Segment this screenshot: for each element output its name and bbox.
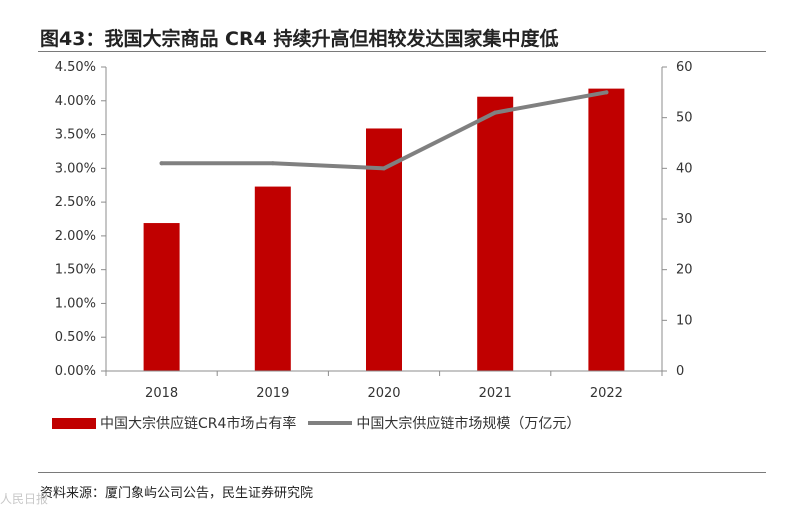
- x-tick-label: 2018: [145, 386, 178, 401]
- bar-2018: [143, 223, 180, 371]
- combo-chart: 0.00% 0.50% 1.00% 1.50% 2.00% 2.50% 3.00% 3.50%…: [55, 60, 693, 401]
- left-tick-label: 0.00%: [55, 364, 96, 379]
- line-point-2019: [270, 161, 275, 166]
- line-point-2022: [604, 90, 609, 95]
- bar-2020: [366, 128, 402, 371]
- right-tick-label: 30: [676, 212, 693, 227]
- line-series: [159, 90, 609, 171]
- left-tick-label: 2.50%: [55, 195, 96, 210]
- left-tick-label: 3.00%: [55, 161, 96, 176]
- title-divider: [38, 51, 766, 52]
- line-point-2018: [159, 161, 164, 166]
- line-point-2021: [493, 110, 498, 115]
- source-note: 资料来源：厦门象屿公司公告，民生证券研究院: [40, 486, 314, 501]
- legend-line-swatch: [308, 421, 353, 425]
- line-point-2020: [382, 166, 386, 171]
- left-tick-label: 4.50%: [55, 60, 96, 75]
- x-tick-label: 2020: [367, 386, 400, 401]
- right-tick-label: 20: [676, 263, 693, 278]
- x-tick-label: 2022: [590, 386, 623, 401]
- left-tick-label: 1.00%: [55, 296, 96, 311]
- watermark: 人民日报: [0, 492, 49, 506]
- right-tick-label: 10: [676, 313, 693, 328]
- left-tick-label: 3.50%: [55, 128, 96, 143]
- bar-2021: [477, 96, 514, 372]
- right-tick-label: 60: [676, 60, 693, 75]
- right-tick-label: 50: [676, 111, 693, 126]
- legend-line-label: 中国大宗供应链市场规模（万亿元）: [356, 416, 581, 432]
- right-tick-label: 0: [676, 364, 684, 379]
- tick-labels: 0.00% 0.50% 1.00% 1.50% 2.00% 2.50% 3.00% 3.50%…: [55, 60, 693, 401]
- legend-bar-swatch: [52, 417, 96, 429]
- x-tick-label: 2021: [479, 386, 512, 401]
- legend-bar-label: 中国大宗供应链CR4市场占有率: [100, 416, 297, 432]
- bar-2022: [588, 88, 625, 372]
- x-tick-label: 2019: [256, 386, 289, 401]
- bar-series: [143, 88, 625, 372]
- bar-2019: [254, 186, 291, 371]
- legend: 中国大宗供应链CR4市场占有率 中国大宗供应链市场规模（万亿元）: [52, 413, 580, 433]
- source-divider: [38, 472, 766, 473]
- left-tick-label: 0.50%: [55, 330, 96, 345]
- right-tick-label: 40: [676, 161, 693, 176]
- left-tick-label: 4.00%: [55, 94, 96, 109]
- left-tick-label: 1.50%: [55, 263, 96, 278]
- axes: [101, 66, 667, 376]
- left-tick-label: 2.00%: [55, 229, 96, 244]
- chart-title: 图43：我国大宗商品 CR4 持续升高但相较发达国家集中度低: [40, 28, 559, 50]
